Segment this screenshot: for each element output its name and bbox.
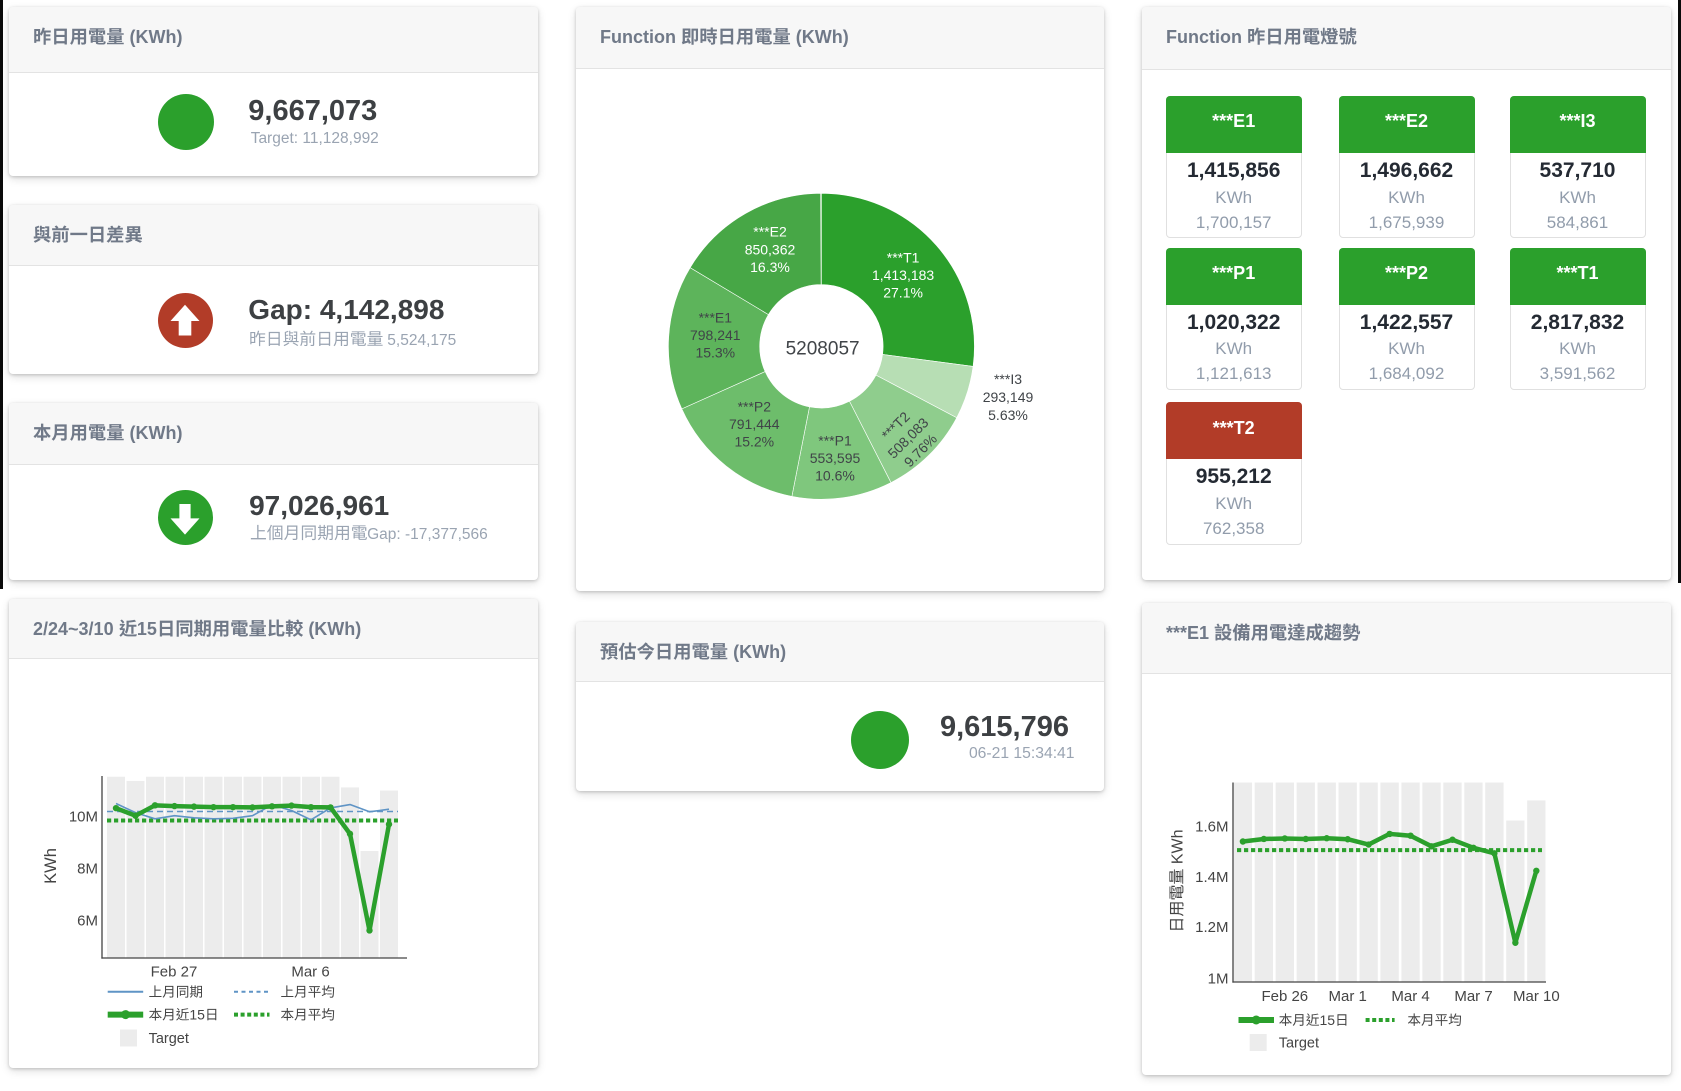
svg-text:***E2: ***E2 <box>753 224 787 240</box>
svg-text:***E1: ***E1 <box>699 310 733 326</box>
svg-text:15.2%: 15.2% <box>734 434 774 450</box>
svg-text:1.2M: 1.2M <box>1195 919 1228 936</box>
svg-text:15: 15 <box>189 1006 205 1022</box>
svg-text:KWh: KWh <box>1169 829 1186 864</box>
svg-text:27.1%: 27.1% <box>883 285 923 301</box>
svg-text:Mar 6: Mar 6 <box>291 964 329 981</box>
svg-text:Mar 4: Mar 4 <box>1391 988 1429 1005</box>
svg-text:15.3%: 15.3% <box>695 345 735 361</box>
svg-text:10M: 10M <box>69 809 98 826</box>
svg-text:Mar 7: Mar 7 <box>1454 988 1492 1005</box>
svg-text:1,413,183: 1,413,183 <box>872 267 934 283</box>
svg-text:791,444: 791,444 <box>729 416 780 432</box>
svg-text:15: 15 <box>1320 1012 1336 1028</box>
svg-text:850,362: 850,362 <box>745 242 796 258</box>
svg-text:1.6M: 1.6M <box>1195 819 1228 836</box>
svg-text:Target: Target <box>1279 1035 1319 1051</box>
svg-text:Mar 10: Mar 10 <box>1513 988 1560 1005</box>
svg-text:10.6%: 10.6% <box>815 468 855 484</box>
svg-text:KWh: KWh <box>42 848 60 884</box>
svg-text:***I3: ***I3 <box>994 371 1022 387</box>
svg-text:Mar 1: Mar 1 <box>1329 988 1367 1005</box>
svg-text:798,241: 798,241 <box>690 327 741 343</box>
svg-text:5.63%: 5.63% <box>988 407 1028 423</box>
svg-text:553,595: 553,595 <box>810 450 861 466</box>
svg-text:***P2: ***P2 <box>738 399 772 415</box>
svg-text:***P1: ***P1 <box>818 433 852 449</box>
svg-text:Feb 26: Feb 26 <box>1261 988 1308 1005</box>
svg-text:1.4M: 1.4M <box>1195 869 1228 886</box>
svg-text:293,149: 293,149 <box>983 389 1034 405</box>
svg-text:Target: Target <box>149 1031 189 1047</box>
svg-text:16.3%: 16.3% <box>750 259 790 275</box>
svg-text:6M: 6M <box>77 913 98 930</box>
svg-text:Feb 27: Feb 27 <box>151 964 198 981</box>
svg-text:5208057: 5208057 <box>786 339 860 360</box>
svg-text:8M: 8M <box>77 861 98 878</box>
svg-text:***T1: ***T1 <box>887 250 920 266</box>
svg-text:1M: 1M <box>1208 971 1229 988</box>
